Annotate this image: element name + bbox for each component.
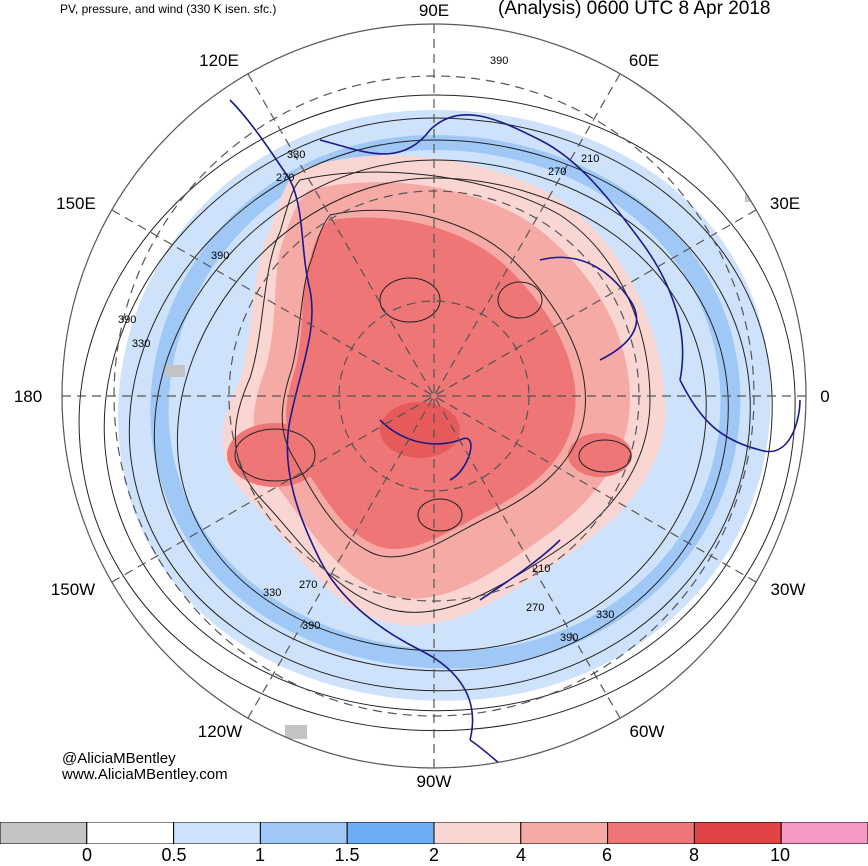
pv-region-very-high xyxy=(286,217,576,550)
colorbar-segment xyxy=(780,822,868,844)
contour-label: 390 xyxy=(118,314,136,326)
map-content xyxy=(62,24,806,768)
contour-label: 270 xyxy=(548,166,566,178)
pv-colorbar xyxy=(0,822,868,844)
pv-blob-west xyxy=(227,423,323,487)
longitude-label-30w: 30W xyxy=(770,580,806,599)
colorbar-tick-label: 0 xyxy=(81,845,93,865)
colorbar-tick-label: 2 xyxy=(428,845,440,865)
credit-website: www.AliciaMBentley.com xyxy=(62,766,228,783)
colorbar-segment xyxy=(433,822,522,844)
colorbar-segment xyxy=(0,822,88,844)
colorbar-segment xyxy=(607,822,695,844)
contour-label-layer: 390 330 270 210 270 330 390 390 330 270 … xyxy=(118,55,614,644)
pv-negative-patch xyxy=(285,725,307,739)
coastlines xyxy=(229,99,801,768)
contour-label: 390 xyxy=(302,620,320,632)
colorbar-tick-label: 1 xyxy=(254,845,266,865)
pv-negative-patch xyxy=(165,365,185,377)
credit-handle: @AliciaMBentley xyxy=(62,750,176,767)
longitude-label-150e: 150E xyxy=(56,194,96,213)
pressure-contours xyxy=(78,94,796,732)
contour-label: 330 xyxy=(287,149,305,161)
colorbar-tick-label: 4 xyxy=(515,845,527,865)
map-boundary xyxy=(61,23,807,769)
credit-block: @AliciaMBentley www.AliciaMBentley.com xyxy=(62,751,228,783)
colorbar-segment xyxy=(693,822,782,844)
longitude-label-0: 0 xyxy=(820,387,830,406)
contour-label: 270 xyxy=(276,172,294,184)
longitude-label-120e: 120E xyxy=(199,51,239,70)
contour-label: 270 xyxy=(299,579,317,591)
lat-lon-grid xyxy=(62,24,806,768)
colorbar-segment xyxy=(173,822,261,844)
contour-label: 330 xyxy=(596,609,614,621)
contour-label: 330 xyxy=(263,587,281,599)
contour-label: 390 xyxy=(211,250,229,262)
map-title: (Analysis) 0600 UTC 8 Apr 2018 xyxy=(498,0,771,19)
map-subtitle: PV, pressure, and wind (330 K isen. sfc.… xyxy=(60,2,277,16)
colorbar-tick-label: 8 xyxy=(688,845,700,865)
longitude-label-60e: 60E xyxy=(628,51,660,70)
colorbar-tick-label: 0.5 xyxy=(161,845,187,865)
contour-label: 210 xyxy=(581,153,599,165)
longitude-label-180: 180 xyxy=(13,387,43,406)
contour-label: 390 xyxy=(490,55,508,67)
contour-label: 210 xyxy=(532,563,550,575)
colorbar-tick-label: 6 xyxy=(601,845,613,865)
longitude-label-90e: 90E xyxy=(418,1,450,20)
colorbar-tick-label: 1.5 xyxy=(334,845,360,865)
colorbar-tick-label: 10 xyxy=(769,845,791,865)
contour-label: 270 xyxy=(526,602,544,614)
longitude-label-30e: 30E xyxy=(769,194,801,213)
longitude-label-90w: 90W xyxy=(416,772,452,791)
colorbar-segment xyxy=(259,822,348,844)
contour-label: 330 xyxy=(132,338,150,350)
colorbar-segment xyxy=(86,822,175,844)
colorbar-segment xyxy=(520,822,609,844)
longitude-label-60w: 60W xyxy=(629,722,665,741)
longitude-label-150w: 150W xyxy=(50,580,96,599)
colorbar-segment xyxy=(346,822,435,844)
polar-stereographic-map: 390 330 270 210 270 330 390 390 330 270 … xyxy=(61,23,807,769)
contour-label: 390 xyxy=(560,632,578,644)
longitude-label-120w: 120W xyxy=(197,722,243,741)
